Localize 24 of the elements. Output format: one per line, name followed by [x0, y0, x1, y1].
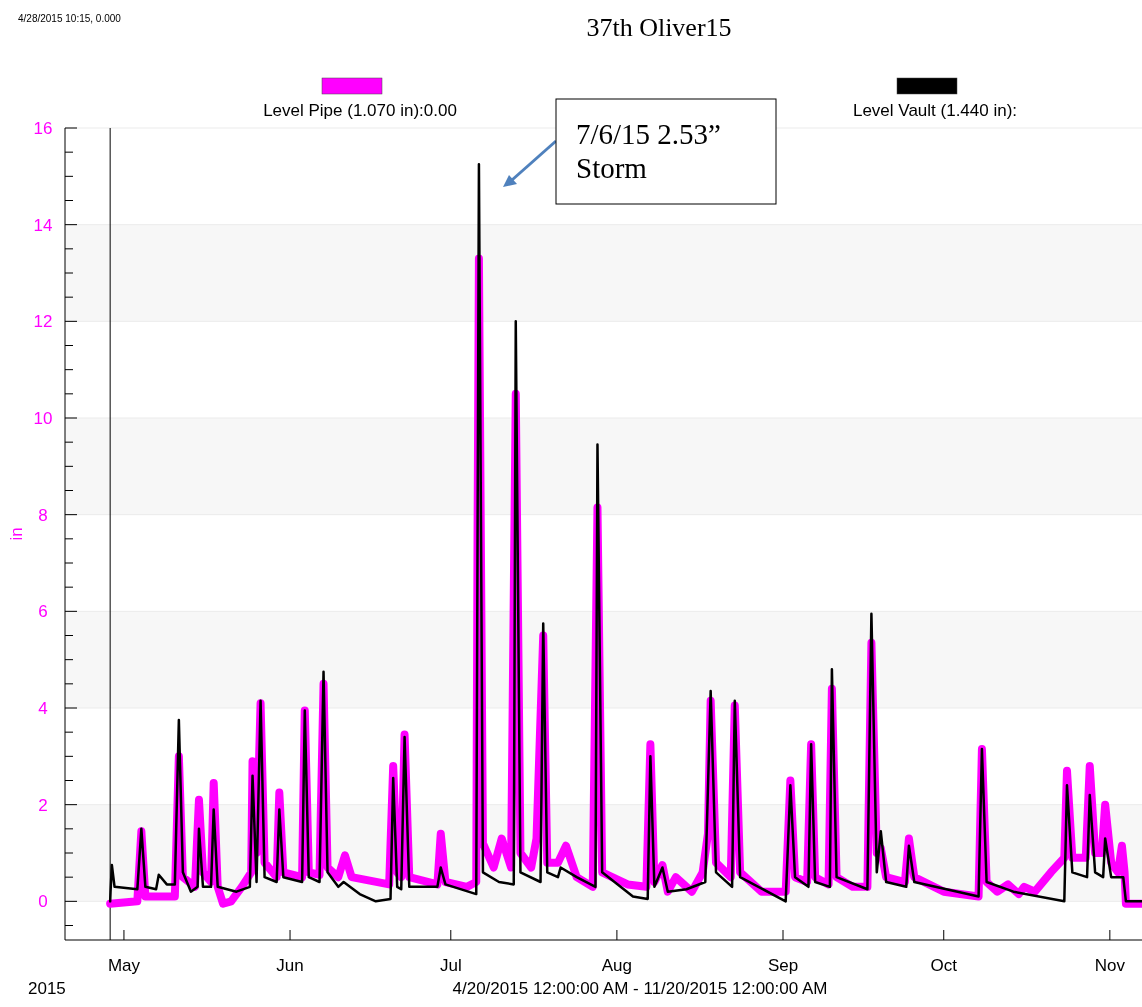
text: 4/28/2015 10:15, 0.000 — [18, 13, 122, 24]
y-tick-label: 8 — [38, 505, 48, 525]
x-tick-label: Oct — [930, 956, 958, 975]
y-tick-label: 4 — [38, 699, 48, 718]
x-tick-label: Sep — [767, 956, 799, 975]
y-tick-label: 0 — [38, 892, 48, 912]
text: 2015 — [28, 979, 66, 998]
y-tick-label: 10 — [33, 409, 53, 428]
x-tick-label: Aug — [601, 956, 633, 975]
y-axis-title: in — [7, 527, 26, 541]
y-tick-label: 16 — [33, 119, 53, 138]
y-tick-label: 14 — [33, 215, 53, 235]
legend-label: Level Vault (1.440 in): — [852, 101, 1018, 120]
x-axis-title: 4/20/2015 12:00:00 AM - 11/20/2015 12:00:00 AM — [452, 979, 828, 998]
y-tick-label: 2 — [38, 795, 48, 815]
annotation: 7/6/15 2.53” Storm — [576, 118, 721, 184]
x-tick-label: Jun — [276, 956, 304, 975]
x-tick-label: Jul — [439, 956, 462, 975]
x-tick-label: Nov — [1094, 956, 1126, 975]
y-tick-label: 6 — [38, 602, 48, 622]
legend-label: Level Pipe (1.070 in):0.00 — [263, 101, 457, 120]
y-tick-label: 12 — [33, 312, 53, 332]
chart-title: 37th Oliver15 — [586, 13, 732, 42]
x-tick-label: May — [107, 956, 141, 975]
